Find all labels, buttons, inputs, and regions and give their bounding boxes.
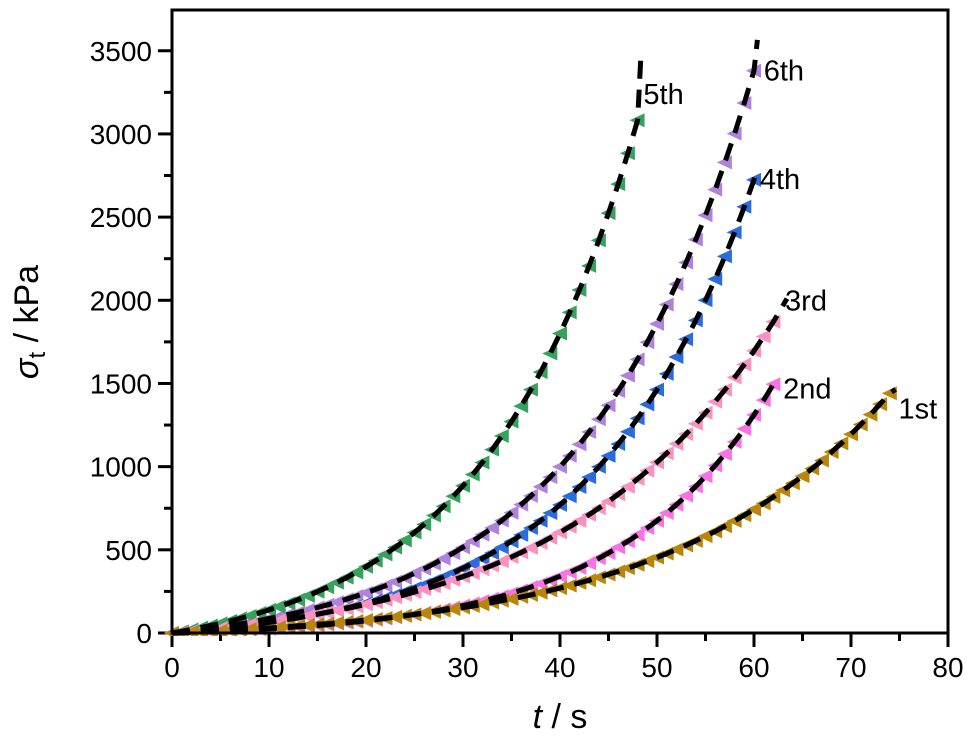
series-label-5th: 5th bbox=[643, 79, 683, 111]
x-tick-label: 80 bbox=[932, 652, 963, 683]
series-labels: 1st 2nd 3rd 4th 5th 6th bbox=[643, 56, 937, 426]
left-triangle-marker bbox=[513, 527, 529, 542]
y-axis-title-subscript: t bbox=[24, 352, 51, 359]
y-tick-label: 2500 bbox=[90, 202, 152, 233]
y-tick-label: 3500 bbox=[90, 36, 152, 67]
left-triangle-marker bbox=[493, 429, 509, 444]
left-triangle-marker bbox=[561, 489, 577, 504]
left-triangle-marker bbox=[299, 608, 315, 623]
left-triangle-marker bbox=[581, 470, 597, 485]
left-triangle-marker bbox=[552, 326, 567, 341]
left-triangle-marker bbox=[396, 533, 412, 548]
x-tick-label: 40 bbox=[544, 652, 575, 683]
x-tick-label: 70 bbox=[835, 652, 866, 683]
y-tick-labels: 0 500 1000 1500 2000 2500 3000 3500 bbox=[90, 36, 152, 649]
x-axis-title-rest: / s bbox=[542, 698, 587, 736]
left-triangle-marker bbox=[358, 597, 373, 612]
series-1st-markers bbox=[164, 386, 897, 636]
left-triangle-marker bbox=[299, 618, 315, 633]
fit-line-5th bbox=[171, 53, 644, 636]
left-triangle-marker bbox=[484, 520, 500, 535]
left-triangle-marker bbox=[532, 585, 548, 600]
left-triangle-marker bbox=[678, 488, 694, 503]
y-tick-label: 500 bbox=[105, 535, 152, 566]
series-2nd-markers bbox=[164, 377, 781, 636]
left-triangle-marker bbox=[600, 448, 616, 463]
series-label-6th: 6th bbox=[764, 56, 804, 88]
x-tick-label: 50 bbox=[641, 652, 672, 683]
left-triangle-marker bbox=[581, 556, 597, 571]
fit-line-4th bbox=[171, 166, 760, 636]
y-tick-label: 3000 bbox=[90, 119, 152, 150]
left-triangle-marker bbox=[794, 469, 810, 484]
left-triangle-marker bbox=[522, 540, 538, 555]
y-tick-label: 1000 bbox=[90, 452, 152, 483]
left-triangle-marker bbox=[619, 424, 635, 439]
fit-line-2nd bbox=[171, 377, 779, 636]
plot-data-area bbox=[164, 39, 898, 636]
plot-frame bbox=[170, 8, 950, 635]
left-triangle-marker bbox=[348, 565, 364, 580]
left-triangle-marker bbox=[571, 513, 587, 528]
series-label-4th: 4th bbox=[760, 164, 800, 196]
fit-line-6th bbox=[171, 39, 760, 636]
x-tick-label: 60 bbox=[738, 652, 769, 683]
x-tick-label: 30 bbox=[447, 652, 478, 683]
left-triangle-marker bbox=[746, 502, 761, 517]
left-triangle-marker bbox=[619, 368, 635, 383]
y-axis-title-symbol: σ bbox=[8, 357, 46, 379]
left-triangle-marker bbox=[697, 529, 713, 544]
left-triangle-marker bbox=[387, 590, 403, 605]
left-triangle-marker bbox=[716, 447, 732, 462]
y-tick-label: 0 bbox=[136, 618, 152, 649]
y-tick-label: 1500 bbox=[90, 368, 152, 399]
y-axis-title: σt / kPa bbox=[8, 265, 51, 379]
left-triangle-marker bbox=[270, 620, 286, 635]
left-triangle-marker bbox=[755, 329, 771, 344]
left-triangle-marker bbox=[464, 556, 480, 571]
x-tick-labels: 0 10 20 30 40 50 60 70 80 bbox=[164, 652, 963, 683]
left-triangle-marker bbox=[387, 609, 403, 624]
left-triangle-marker bbox=[445, 602, 461, 617]
left-triangle-marker bbox=[503, 591, 519, 606]
left-triangle-marker bbox=[716, 249, 732, 264]
left-triangle-marker bbox=[765, 377, 781, 392]
y-axis-title-rest: / kPa bbox=[8, 265, 46, 352]
left-triangle-marker bbox=[358, 613, 373, 628]
left-triangle-marker bbox=[416, 606, 432, 621]
left-triangle-marker bbox=[328, 603, 344, 618]
series-label-3rd: 3rd bbox=[785, 285, 827, 317]
left-triangle-marker bbox=[619, 479, 635, 494]
left-triangle-marker bbox=[435, 551, 451, 566]
left-triangle-marker bbox=[697, 469, 713, 484]
left-triangle-marker bbox=[406, 566, 422, 581]
left-triangle-marker bbox=[493, 554, 509, 569]
left-triangle-marker bbox=[474, 597, 490, 612]
x-axis-title-symbol: t bbox=[533, 698, 544, 736]
x-tick-label: 10 bbox=[253, 652, 284, 683]
fit-line-3rd bbox=[171, 297, 790, 636]
x-tick-label: 20 bbox=[350, 652, 381, 683]
series-label-1st: 1st bbox=[899, 393, 938, 425]
fit-line-1st bbox=[171, 387, 898, 636]
series-5th-markers bbox=[164, 113, 645, 636]
y-tick-label: 2000 bbox=[90, 285, 152, 316]
left-triangle-marker bbox=[561, 578, 577, 593]
x-axis-title: t / s bbox=[533, 698, 588, 736]
left-triangle-marker bbox=[610, 540, 626, 555]
x-tick-label: 0 bbox=[164, 652, 180, 683]
series-label-2nd: 2nd bbox=[783, 373, 831, 405]
left-triangle-marker bbox=[328, 615, 344, 630]
